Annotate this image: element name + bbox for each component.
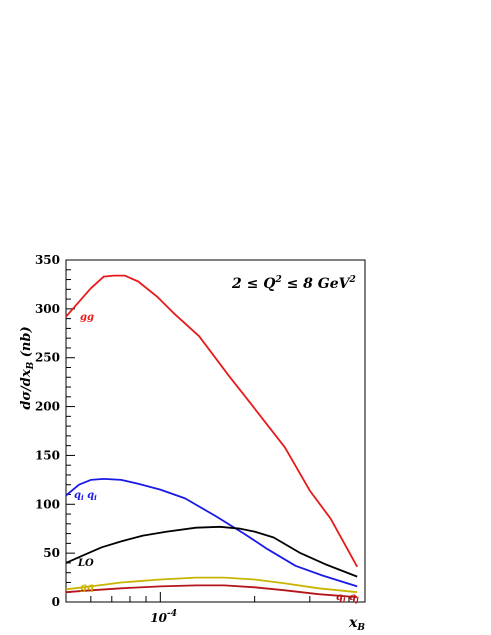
x-axis-title: xB	[348, 615, 365, 633]
series-line-3	[65, 576, 358, 594]
y-axis-title-unit: (nb)	[19, 326, 34, 361]
series-label-qiqj: qi qj	[336, 592, 359, 604]
y-tick-label: 250	[35, 351, 60, 365]
series-label-qiqi: qi qi	[74, 490, 97, 502]
series-label-qiqj-sub1: i	[343, 595, 346, 604]
series-label-qiqj-q1: q	[336, 592, 343, 603]
annotation-prefix: 2 ≤	[231, 276, 263, 292]
x-axis: 10-4	[65, 592, 350, 625]
y-tick-label: 350	[35, 253, 60, 267]
y-tick-label: 100	[35, 497, 60, 511]
kinematic-range-annotation: 2 ≤ Q2 ≤ 8 GeV2	[231, 275, 356, 292]
y-axis: 0 50 100 150 200 250 300 350	[35, 253, 75, 609]
y-axis-title-main: dσ/dx	[19, 369, 34, 410]
y-axis-title-sub: B	[26, 361, 36, 370]
series-line-0	[65, 274, 358, 568]
x-tick-label-exp: -4	[167, 609, 177, 619]
y-tick-label: 0	[52, 595, 60, 609]
annotation-sup2: 2	[349, 275, 356, 285]
series-label-gg: gg	[80, 312, 94, 323]
series-label-qiqj-q2: q	[346, 592, 356, 603]
y-tick-label: 150	[35, 448, 60, 462]
series-line-2	[65, 525, 358, 578]
series-label-qiqj-sub2: j	[354, 595, 359, 604]
annotation-mid: ≤ 8 GeV	[282, 276, 352, 292]
series-group	[65, 274, 358, 598]
series-labels: gg qi qi LO gq qi qj	[74, 312, 359, 604]
annotation-sup1: 2	[274, 275, 281, 285]
y-axis-title: dσ/dxB (nb)	[19, 326, 36, 409]
series-label-qiqi-sub1: i	[81, 493, 84, 502]
x-tick-label-base: 10	[150, 611, 167, 625]
series-label-qiqi-q2: q	[84, 490, 94, 501]
series-line-4	[65, 584, 358, 598]
series-label-lo: LO	[77, 558, 94, 569]
annotation-q: Q	[263, 276, 275, 292]
y-tick-label: 300	[35, 302, 60, 316]
x-axis-title-sub: B	[356, 623, 365, 633]
series-label-qiqi-sub2: i	[94, 493, 97, 502]
y-tick-label: 50	[43, 546, 60, 560]
plot-frame	[65, 259, 366, 603]
series-label-gq: gq	[80, 582, 94, 593]
series-line-1	[65, 478, 358, 588]
y-tick-label: 200	[35, 400, 60, 414]
x-axis-title-main: x	[348, 615, 358, 631]
series-label-qiqi-q1: q	[74, 490, 81, 501]
x-tick-label: 10-4	[150, 609, 177, 625]
